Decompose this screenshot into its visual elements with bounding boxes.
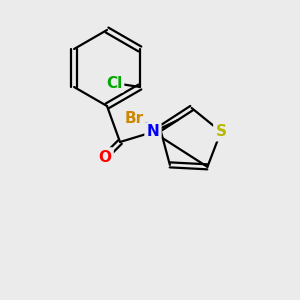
Text: Cl: Cl <box>106 76 122 91</box>
Text: N: N <box>147 124 159 140</box>
Text: Br: Br <box>124 111 143 126</box>
Text: S: S <box>215 124 226 139</box>
Text: O: O <box>98 149 112 164</box>
